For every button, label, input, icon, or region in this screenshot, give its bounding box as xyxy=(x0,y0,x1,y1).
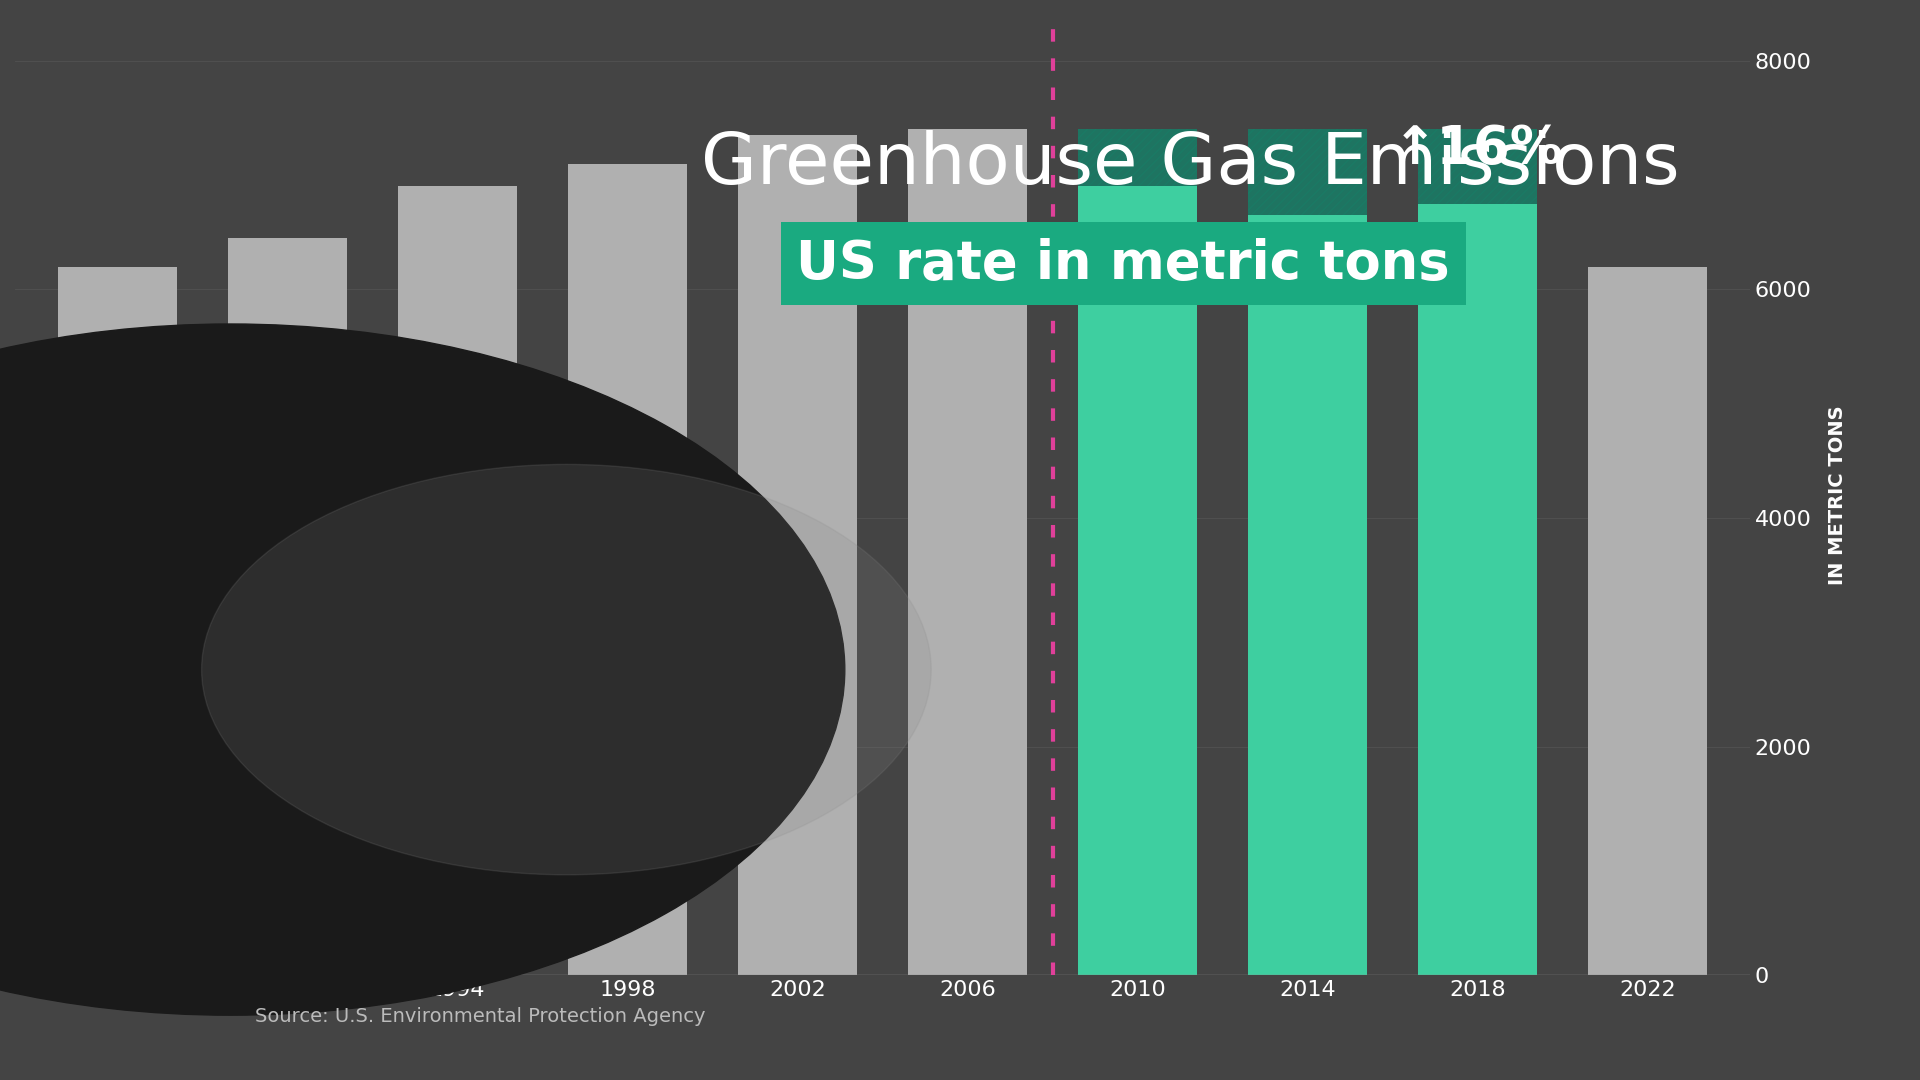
Bar xyxy=(1419,204,1538,975)
Text: Source: U.S. Environmental Protection Agency: Source: U.S. Environmental Protection Ag… xyxy=(255,1007,705,1026)
Bar xyxy=(1419,130,1538,204)
Text: ↑16%: ↑16% xyxy=(1392,123,1563,175)
Text: Greenhouse Gas Emissions: Greenhouse Gas Emissions xyxy=(701,130,1680,199)
Bar xyxy=(737,135,856,975)
Circle shape xyxy=(202,464,931,875)
Text: US rate in metric tons: US rate in metric tons xyxy=(797,238,1450,289)
Bar xyxy=(228,238,348,975)
Bar xyxy=(1248,130,1367,215)
Bar xyxy=(1079,187,1198,975)
Circle shape xyxy=(0,324,845,1015)
Bar xyxy=(1079,130,1198,187)
Bar xyxy=(568,164,687,975)
Y-axis label: IN METRIC TONS: IN METRIC TONS xyxy=(1828,405,1847,585)
Bar xyxy=(1248,215,1367,975)
Bar xyxy=(58,267,177,975)
Bar xyxy=(1588,267,1707,975)
Bar xyxy=(908,130,1027,975)
Bar xyxy=(397,187,516,975)
